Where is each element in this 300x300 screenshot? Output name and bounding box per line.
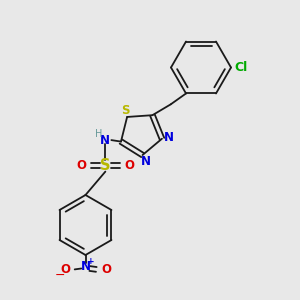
Text: N: N bbox=[80, 260, 91, 274]
Text: O: O bbox=[60, 263, 70, 276]
Text: O: O bbox=[76, 159, 86, 172]
Text: O: O bbox=[101, 263, 111, 276]
Text: N: N bbox=[140, 154, 151, 167]
Text: S: S bbox=[100, 158, 111, 173]
Text: N: N bbox=[164, 131, 174, 144]
Text: S: S bbox=[122, 104, 130, 118]
Text: H: H bbox=[95, 129, 102, 139]
Text: +: + bbox=[87, 257, 94, 266]
Text: O: O bbox=[124, 159, 134, 172]
Text: −: − bbox=[55, 269, 65, 282]
Text: N: N bbox=[100, 134, 110, 147]
Text: Cl: Cl bbox=[235, 61, 248, 74]
